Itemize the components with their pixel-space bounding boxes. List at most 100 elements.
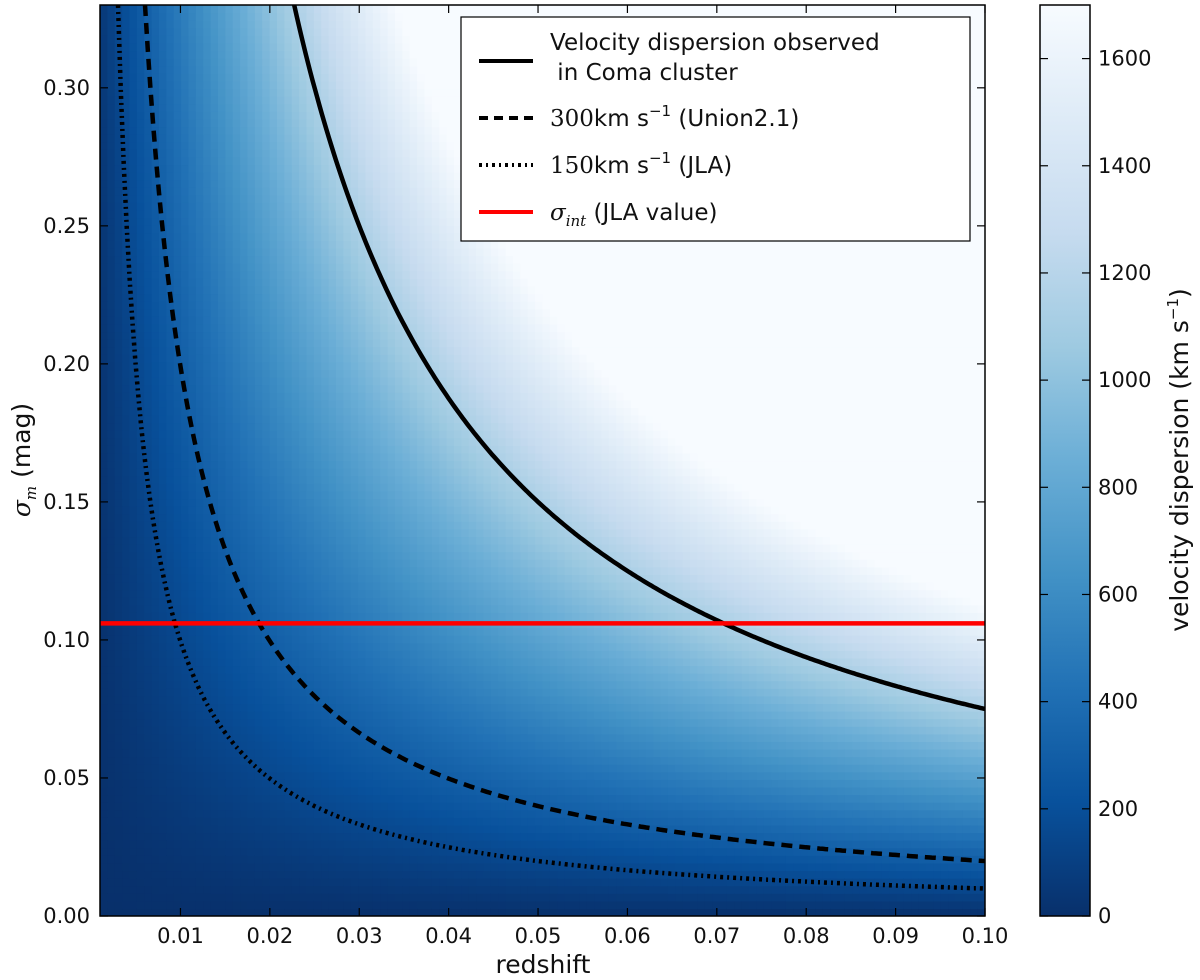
heatmap-cell <box>336 597 344 606</box>
heatmap-cell <box>122 270 131 279</box>
heatmap-cell <box>218 908 226 916</box>
heatmap-cell <box>203 42 212 52</box>
heatmap-cell <box>181 817 190 826</box>
heatmap-cell <box>232 680 241 689</box>
heatmap-cell <box>247 893 256 902</box>
heatmap-cell <box>114 468 123 477</box>
heatmap-cell <box>247 437 256 446</box>
heatmap-cell <box>313 680 322 689</box>
heatmap-cell <box>188 217 197 226</box>
heatmap-cell <box>372 559 381 568</box>
heatmap-cell <box>277 460 285 469</box>
heatmap-cell <box>306 285 315 295</box>
heatmap-cell <box>188 164 197 173</box>
heatmap-cell <box>173 42 182 52</box>
heatmap-cell <box>306 703 315 712</box>
heatmap-cell <box>225 452 234 462</box>
heatmap-cell <box>100 771 108 780</box>
heatmap-cell <box>129 604 138 613</box>
heatmap-cell <box>173 392 182 401</box>
heatmap-cell <box>277 635 285 644</box>
heatmap-cell <box>240 209 249 219</box>
heatmap-cell <box>291 855 300 864</box>
heatmap-cell <box>299 893 308 902</box>
heatmap-cell <box>395 581 403 591</box>
heatmap-cell <box>262 149 271 158</box>
heatmap-cell <box>254 703 263 712</box>
heatmap-cell <box>159 635 167 644</box>
heatmap-cell <box>144 513 153 522</box>
heatmap-cell <box>210 468 219 477</box>
heatmap-cell <box>336 331 344 340</box>
heatmap-cell <box>306 460 315 469</box>
heatmap-cell <box>299 301 308 310</box>
heatmap-cell <box>306 217 315 226</box>
heatmap-cell <box>291 96 300 105</box>
heatmap-cell <box>181 475 190 484</box>
heatmap-cell <box>114 498 123 507</box>
heatmap-cell <box>269 156 278 166</box>
heatmap-cell <box>299 263 308 272</box>
heatmap-cell <box>365 164 374 173</box>
heatmap-cell <box>107 726 116 735</box>
heatmap-cell <box>395 301 403 310</box>
heatmap-cell <box>240 460 249 469</box>
heatmap-cell <box>107 483 116 492</box>
heatmap-cell <box>313 748 322 758</box>
heatmap-cell <box>181 832 190 841</box>
heatmap-cell <box>299 468 308 477</box>
heatmap-cell <box>159 847 167 856</box>
heatmap-cell <box>166 468 175 477</box>
heatmap-cell <box>151 194 160 203</box>
heatmap-cell <box>232 506 241 515</box>
heatmap-cell <box>387 498 396 507</box>
heatmap-cell <box>284 376 293 386</box>
heatmap-cell <box>122 756 131 765</box>
heatmap-cell <box>365 855 374 864</box>
heatmap-cell <box>114 536 123 545</box>
heatmap-cell <box>225 536 234 545</box>
heatmap-cell <box>173 156 182 166</box>
heatmap-cell <box>313 551 322 560</box>
heatmap-cell <box>358 665 367 674</box>
heatmap-cell <box>336 376 344 386</box>
heatmap-cell <box>136 217 145 226</box>
heatmap-cell <box>195 893 204 902</box>
heatmap-cell <box>306 301 315 310</box>
heatmap-cell <box>306 270 315 279</box>
heatmap-cell <box>291 802 300 811</box>
heatmap-cell <box>299 650 308 659</box>
heatmap-cell <box>247 50 256 59</box>
heatmap-cell <box>387 255 396 264</box>
heatmap-cell <box>240 134 249 143</box>
heatmap-cell <box>269 794 278 803</box>
heatmap-cell <box>100 293 108 302</box>
heatmap-cell <box>365 483 374 492</box>
heatmap-cell <box>225 118 234 128</box>
heatmap-cell <box>247 346 256 355</box>
heatmap-cell <box>188 414 197 424</box>
heatmap-cell <box>328 862 337 872</box>
heatmap-cell <box>100 339 108 348</box>
heatmap-cell <box>313 771 322 780</box>
heatmap-cell <box>262 756 271 765</box>
heatmap-cell <box>262 187 271 196</box>
heatmap-cell <box>188 657 197 667</box>
heatmap-cell <box>350 376 359 386</box>
heatmap-cell <box>350 399 359 408</box>
heatmap-cell <box>203 612 212 621</box>
heatmap-cell <box>240 612 249 621</box>
heatmap-cell <box>365 202 374 211</box>
heatmap-cell <box>166 346 175 355</box>
heatmap-cell <box>387 73 396 82</box>
heatmap-cell <box>387 141 396 150</box>
heatmap-cell <box>262 232 271 241</box>
heatmap-cell <box>291 893 300 902</box>
heatmap-cell <box>114 414 123 424</box>
heatmap-cell <box>291 20 300 29</box>
heatmap-cell <box>166 12 175 21</box>
heatmap-cell <box>144 103 153 112</box>
heatmap-cell <box>336 111 344 120</box>
heatmap-cell <box>380 111 389 120</box>
heatmap-cell <box>291 840 300 849</box>
